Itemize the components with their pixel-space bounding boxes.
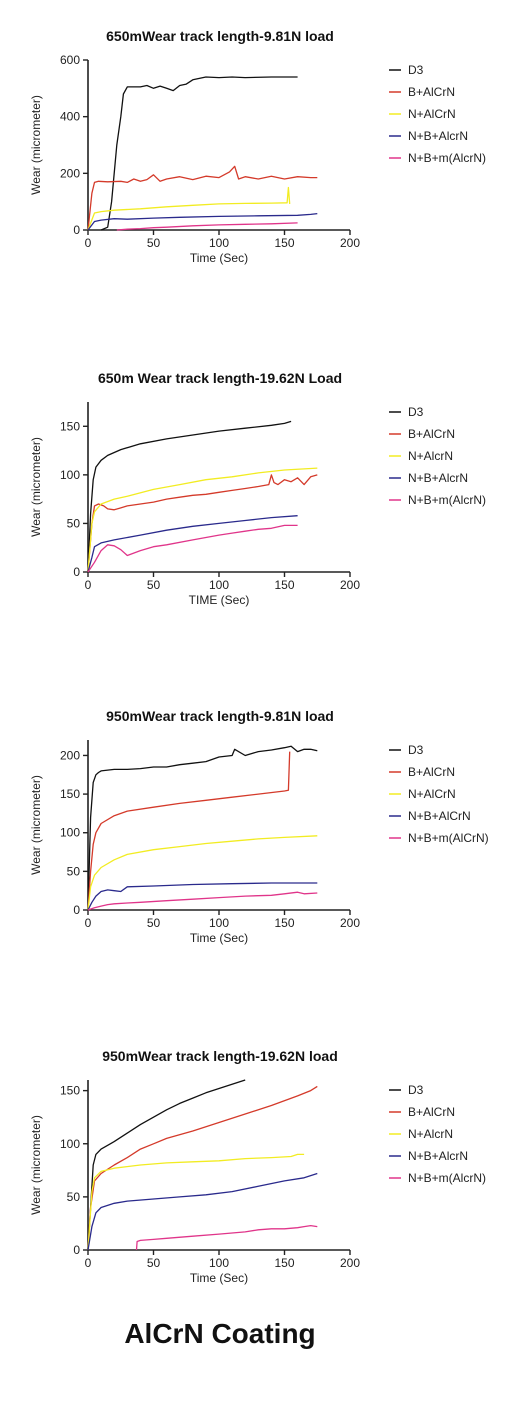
- legend-label: N+B+m(AlcrN): [408, 151, 486, 165]
- series-line-1: [87, 1079, 246, 1251]
- x-tick-label: 150: [274, 916, 294, 930]
- x-axis-label: Time (Sec): [190, 1271, 248, 1285]
- chart-svg: 0 50 100 150 200 0 50 100 150 Time (Sec) Wear (mic…: [29, 1079, 486, 1285]
- series-line-2: [87, 474, 318, 573]
- y-tick-label: 200: [60, 748, 80, 762]
- series-line-4: [87, 212, 318, 231]
- y-tick-label: 50: [67, 516, 81, 530]
- x-tick-label: 200: [340, 916, 360, 930]
- series-line-1: [100, 76, 298, 231]
- x-tick-label: 0: [85, 1256, 92, 1270]
- chart-panel-4: 950mWear track length-19.62N load 0 50 100 1…: [0, 1048, 512, 1338]
- legend-label: N+AlcrN: [408, 449, 453, 463]
- legend-label: B+AlCrN: [408, 765, 455, 779]
- x-tick-label: 0: [85, 916, 92, 930]
- y-axis-label: Wear (micrometer): [29, 95, 43, 195]
- x-tick-label: 0: [85, 236, 92, 250]
- series-line-3: [87, 186, 291, 231]
- legend-label: N+B+AlcrN: [408, 1149, 468, 1163]
- legend-label: D3: [408, 405, 424, 419]
- series-line-5: [116, 222, 298, 231]
- y-axis-label: Wear (micrometer): [29, 437, 43, 537]
- legend-label: N+B+AlcrN: [408, 471, 468, 485]
- x-tick-label: 200: [340, 1256, 360, 1270]
- chart-panel-2: 650m Wear track length-19.62N Load 0 50 100…: [0, 370, 512, 660]
- legend-label: N+B+AlcrN: [408, 129, 468, 143]
- y-tick-label: 50: [67, 1190, 81, 1204]
- y-tick-label: 600: [60, 53, 80, 67]
- y-tick-label: 0: [73, 1243, 80, 1257]
- y-tick-label: 0: [73, 903, 80, 917]
- x-tick-label: 100: [209, 578, 229, 592]
- x-tick-label: 150: [274, 236, 294, 250]
- x-tick-label: 50: [147, 236, 161, 250]
- y-axis-label: Wear (micrometer): [29, 1115, 43, 1215]
- y-tick-label: 150: [60, 1084, 80, 1098]
- x-axis-label: TIME (Sec): [189, 593, 250, 607]
- chart-svg: 0 50 100 150 200 0 200 400 600 Time (Sec) Wear (mi…: [29, 53, 486, 265]
- chart-title: 950mWear track length-19.62N load: [102, 1048, 338, 1064]
- y-tick-label: 400: [60, 110, 80, 124]
- legend-label: N+AlCrN: [408, 787, 456, 801]
- x-tick-label: 100: [209, 1256, 229, 1270]
- legend-label: D3: [408, 1083, 424, 1097]
- series-line-5: [135, 1224, 318, 1251]
- legend-label: B+AlCrN: [408, 1105, 455, 1119]
- legend-label: N+AlCrN: [408, 107, 456, 121]
- chart-svg: 0 50 100 150 200 0 50 100 150 TIME (Sec) Wear (mic…: [29, 402, 486, 607]
- legend-label: N+B+AlCrN: [408, 809, 471, 823]
- y-tick-label: 100: [60, 468, 80, 482]
- y-tick-label: 100: [60, 826, 80, 840]
- legend-label: N+B+m(AlcrN): [408, 1171, 486, 1185]
- legend-label: B+AlCrN: [408, 427, 455, 441]
- series-line-2: [87, 751, 291, 911]
- legend-label: N+AlcrN: [408, 1127, 453, 1141]
- x-tick-label: 50: [147, 578, 161, 592]
- legend-label: D3: [408, 743, 424, 757]
- y-tick-label: 100: [60, 1137, 80, 1151]
- legend-label: N+B+m(AlcrN): [408, 493, 486, 507]
- chart-panel-1: 650mWear track length-9.81N load 0 50 100 15…: [0, 28, 512, 318]
- x-tick-label: 200: [340, 578, 360, 592]
- series-line-4: [87, 882, 318, 911]
- x-tick-label: 0: [85, 578, 92, 592]
- series-line-3: [87, 1153, 305, 1251]
- chart-title: 950mWear track length-9.81N load: [106, 708, 334, 724]
- series-line-4: [87, 515, 298, 573]
- x-tick-label: 150: [274, 1256, 294, 1270]
- footer-title: AlCrN Coating: [124, 1318, 316, 1349]
- x-tick-label: 100: [209, 916, 229, 930]
- x-axis-label: Time (Sec): [190, 251, 248, 265]
- legend-label: N+B+m(AlCrN): [408, 831, 489, 845]
- series-line-3: [87, 467, 318, 573]
- x-tick-label: 150: [274, 578, 294, 592]
- legend-label: D3: [408, 63, 424, 77]
- x-tick-label: 100: [209, 236, 229, 250]
- chart-title: 650mWear track length-9.81N load: [106, 28, 334, 44]
- series-line-5: [87, 891, 318, 911]
- y-tick-label: 0: [73, 565, 80, 579]
- series-line-2: [87, 1085, 318, 1251]
- y-tick-label: 150: [60, 787, 80, 801]
- x-axis-label: Time (Sec): [190, 931, 248, 945]
- x-tick-label: 50: [147, 1256, 161, 1270]
- x-tick-label: 50: [147, 916, 161, 930]
- series-line-1: [87, 420, 292, 573]
- y-axis-label: Wear (micrometer): [29, 775, 43, 875]
- series-line-2: [87, 165, 318, 231]
- y-tick-label: 150: [60, 419, 80, 433]
- legend-label: B+AlCrN: [408, 85, 455, 99]
- y-tick-label: 200: [60, 166, 80, 180]
- y-tick-label: 0: [73, 223, 80, 237]
- chart-panel-3: 950mWear track length-9.81N load 0 50 100 15…: [0, 708, 512, 998]
- chart-svg: 0 50 100 150 200 0 50 100 150 200 Time (Sec) Wear (…: [29, 740, 489, 945]
- series-line-4: [87, 1172, 318, 1251]
- y-tick-label: 50: [67, 864, 81, 878]
- series-line-3: [87, 835, 318, 911]
- series-line-1: [87, 745, 318, 911]
- x-tick-label: 200: [340, 236, 360, 250]
- chart-title: 650m Wear track length-19.62N Load: [97, 370, 343, 386]
- series-line-5: [87, 524, 298, 573]
